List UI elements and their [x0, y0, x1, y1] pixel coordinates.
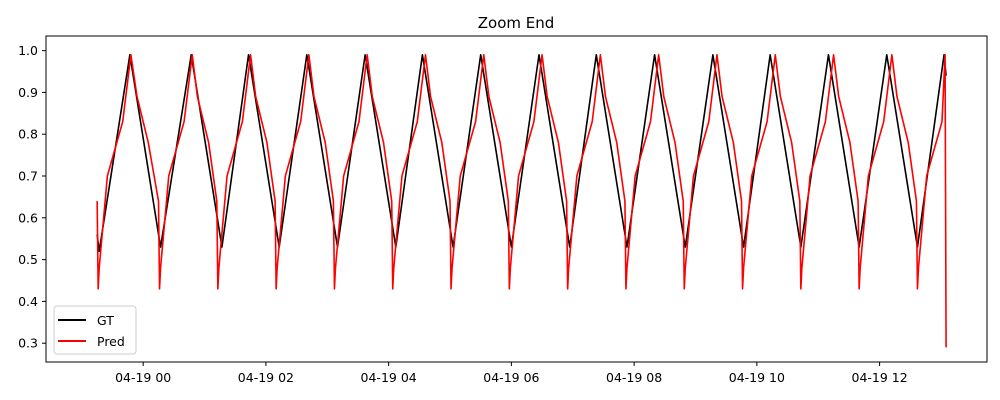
legend-label-pred: Pred — [97, 334, 125, 349]
x-tick-label: 04-19 10 — [729, 370, 785, 385]
x-tick-label: 04-19 04 — [361, 370, 417, 385]
y-tick-label: 0.9 — [18, 85, 38, 100]
series-layer — [96, 54, 947, 348]
y-tick-label: 0.6 — [18, 210, 38, 225]
y-tick-label: 0.3 — [18, 336, 38, 351]
x-tick-label: 04-19 00 — [115, 370, 171, 385]
x-tick-label: 04-19 12 — [852, 370, 908, 385]
x-tick-label: 04-19 08 — [606, 370, 662, 385]
x-tick-label: 04-19 02 — [238, 370, 294, 385]
plot-frame — [45, 35, 988, 363]
legend-label-gt: GT — [97, 313, 114, 328]
series-line-gt — [96, 54, 947, 253]
axes-layer: 0.3 0.4 0.5 0.6 0.7 0.8 0.9 1.0 04-19 00 04-19 02… — [18, 43, 908, 385]
series-line-pred — [96, 54, 947, 348]
y-tick-label: 0.4 — [18, 294, 38, 309]
y-tick-label: 0.5 — [18, 252, 38, 267]
y-tick-label: 0.8 — [18, 127, 38, 142]
y-tick-label: 0.7 — [18, 169, 38, 184]
legend: GT Pred — [53, 305, 137, 355]
chart-title: Zoom End — [478, 14, 555, 32]
x-tick-label: 04-19 06 — [483, 370, 539, 385]
y-tick-label: 1.0 — [18, 43, 38, 58]
